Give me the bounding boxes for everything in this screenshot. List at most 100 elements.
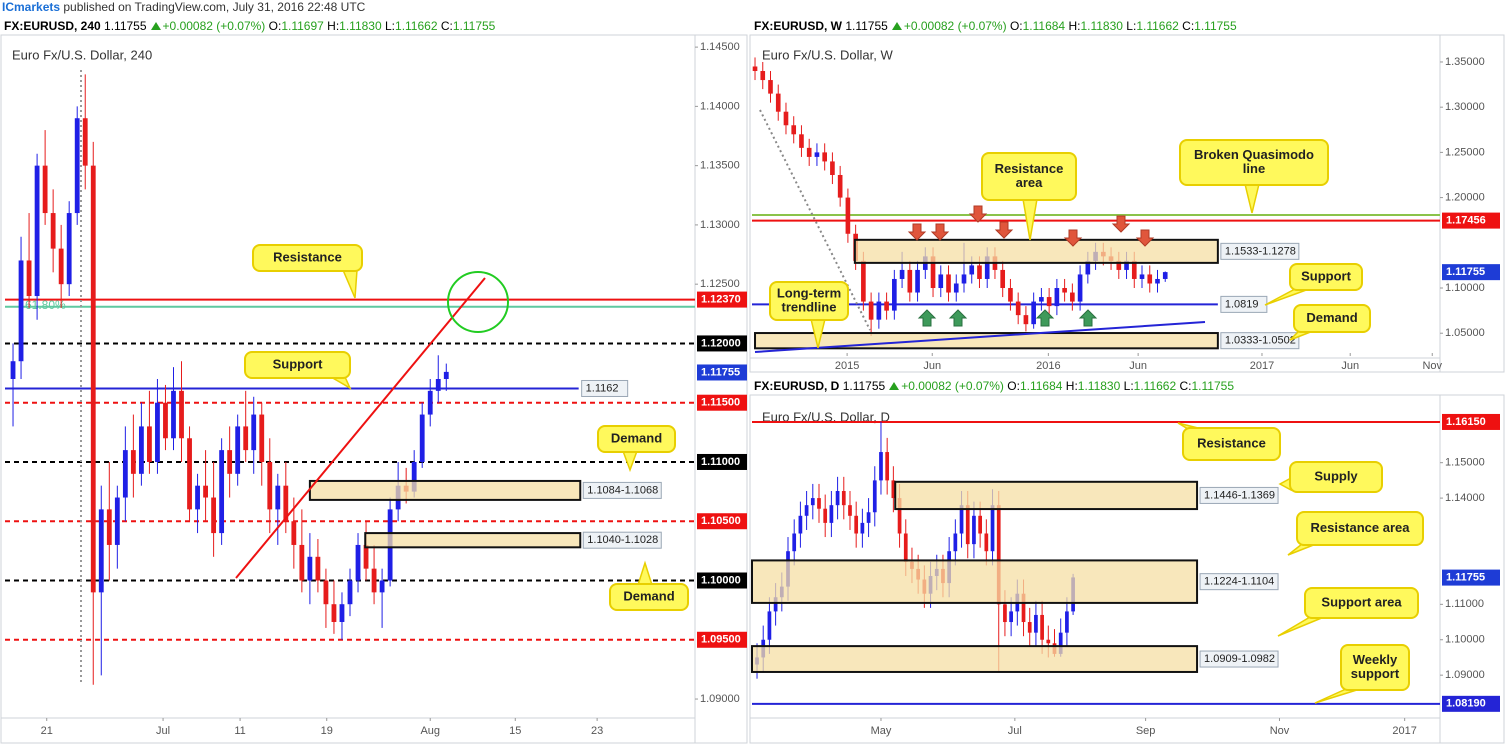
candle-body (1046, 639, 1051, 644)
symbol: FX:EURUSD, 240 (4, 19, 101, 33)
candle-body (179, 390, 184, 439)
candle-body (419, 414, 425, 462)
price-label: 1.11755 (1446, 571, 1485, 583)
x-tick-label: Jun (1129, 360, 1147, 372)
price-label-box (1442, 413, 1500, 430)
x-tick-label: 11 (234, 725, 245, 737)
candle-body (243, 426, 249, 451)
candle-body (211, 497, 217, 534)
candle-body (798, 515, 803, 534)
x-tick-label: 21 (41, 725, 53, 737)
candle-body (235, 426, 241, 474)
candle-body (1040, 614, 1044, 640)
candle-body (866, 512, 871, 523)
candle-body (355, 544, 361, 581)
candle-body (841, 491, 846, 506)
callout-box (1293, 304, 1371, 333)
candle-body (299, 544, 305, 581)
callout-text: Weekly (1353, 652, 1398, 667)
candle-body (1070, 292, 1075, 302)
candle-body (907, 269, 913, 293)
candle-body (972, 515, 976, 545)
x-tick-label: 2017 (1250, 360, 1274, 372)
x-tick-label: Jun (923, 360, 941, 372)
callout-text: Broken Quasimodo (1194, 147, 1314, 162)
candle-body (861, 260, 866, 302)
candle-body (1116, 260, 1122, 270)
candle-body (371, 568, 377, 593)
candle-body (163, 402, 168, 439)
candle-body (1009, 611, 1013, 623)
candle-body (959, 505, 964, 534)
callout-box (1182, 427, 1281, 461)
callout-text: Resistance (273, 249, 342, 264)
price-label-box (1442, 569, 1500, 586)
candle-body (34, 165, 40, 297)
price-label-box (1442, 264, 1500, 281)
candle-body (227, 450, 233, 474)
zone (751, 645, 1199, 673)
callout-text: Resistance (1197, 435, 1266, 450)
candle-body (1015, 301, 1021, 316)
publisher[interactable]: ICmarkets (2, 0, 61, 14)
callout-box (981, 152, 1077, 201)
candle-body (42, 165, 48, 214)
candle-body (171, 390, 176, 439)
candle-body (829, 505, 834, 523)
zone (364, 532, 582, 549)
ohlc-key: L: (385, 19, 396, 33)
candle-body (259, 414, 265, 462)
ohlc-key: C: (1179, 379, 1192, 393)
candle-body (1039, 297, 1044, 302)
zone (894, 480, 1199, 511)
price-label: 1.11755 (701, 366, 740, 378)
candle-body (872, 480, 877, 513)
callout-box (1340, 644, 1410, 691)
price-label: 1.11755 (1446, 266, 1485, 278)
zone-label-box (582, 531, 662, 549)
last-price: 1.11755 (842, 379, 886, 393)
candle-body (1139, 274, 1145, 279)
zone-label: 1.1446-1.1369 (1204, 489, 1275, 501)
price-label: 1.12000 (701, 337, 741, 349)
callout-text: Support (1301, 268, 1351, 283)
candle-body (98, 509, 104, 593)
ohlc-value: 1.11662 (395, 19, 438, 33)
callout-text: Support (273, 356, 323, 371)
candle-body (860, 522, 865, 534)
up-arrow (889, 382, 900, 390)
candle-body (930, 256, 936, 289)
zone (754, 332, 1219, 350)
callout-box (769, 281, 849, 321)
candle-body (953, 533, 958, 552)
trendline (754, 321, 1206, 353)
change: +0.00082 (+0.07%) (903, 19, 1007, 33)
y-tick-label: 1.05000 (1445, 327, 1485, 339)
y-tick-label: 1.09000 (700, 693, 740, 705)
x-tick-label: 19 (321, 725, 333, 737)
price-label-box (697, 453, 747, 470)
change: +0.00082 (+0.07%) (162, 19, 266, 33)
x-tick-label: 23 (591, 725, 603, 737)
price-label: 1.11500 (701, 397, 740, 409)
y-tick-label: 1.11000 (1445, 598, 1484, 610)
y-tick-label: 1.15000 (1445, 457, 1485, 469)
candle-body (984, 256, 990, 279)
panel-frame (749, 34, 1505, 373)
candle-body (810, 498, 815, 506)
candle-body (752, 66, 758, 72)
callout-text: Demand (1306, 310, 1357, 325)
callout-text: trendline (782, 299, 837, 314)
zone-label: 1.1533-1.1278 (1225, 245, 1296, 257)
last-price: 1.11755 (845, 19, 888, 33)
candle-body (331, 604, 337, 622)
x-tick-label: Nov (1270, 725, 1290, 737)
price-label: 1.16150 (1446, 416, 1486, 428)
candle-body (106, 509, 112, 545)
x-tick-label: May (871, 725, 892, 737)
candle-body (760, 71, 766, 81)
candle-body (969, 265, 975, 275)
candle-body (773, 597, 778, 612)
zone (853, 238, 1219, 264)
ohlc-key: C: (440, 19, 453, 33)
